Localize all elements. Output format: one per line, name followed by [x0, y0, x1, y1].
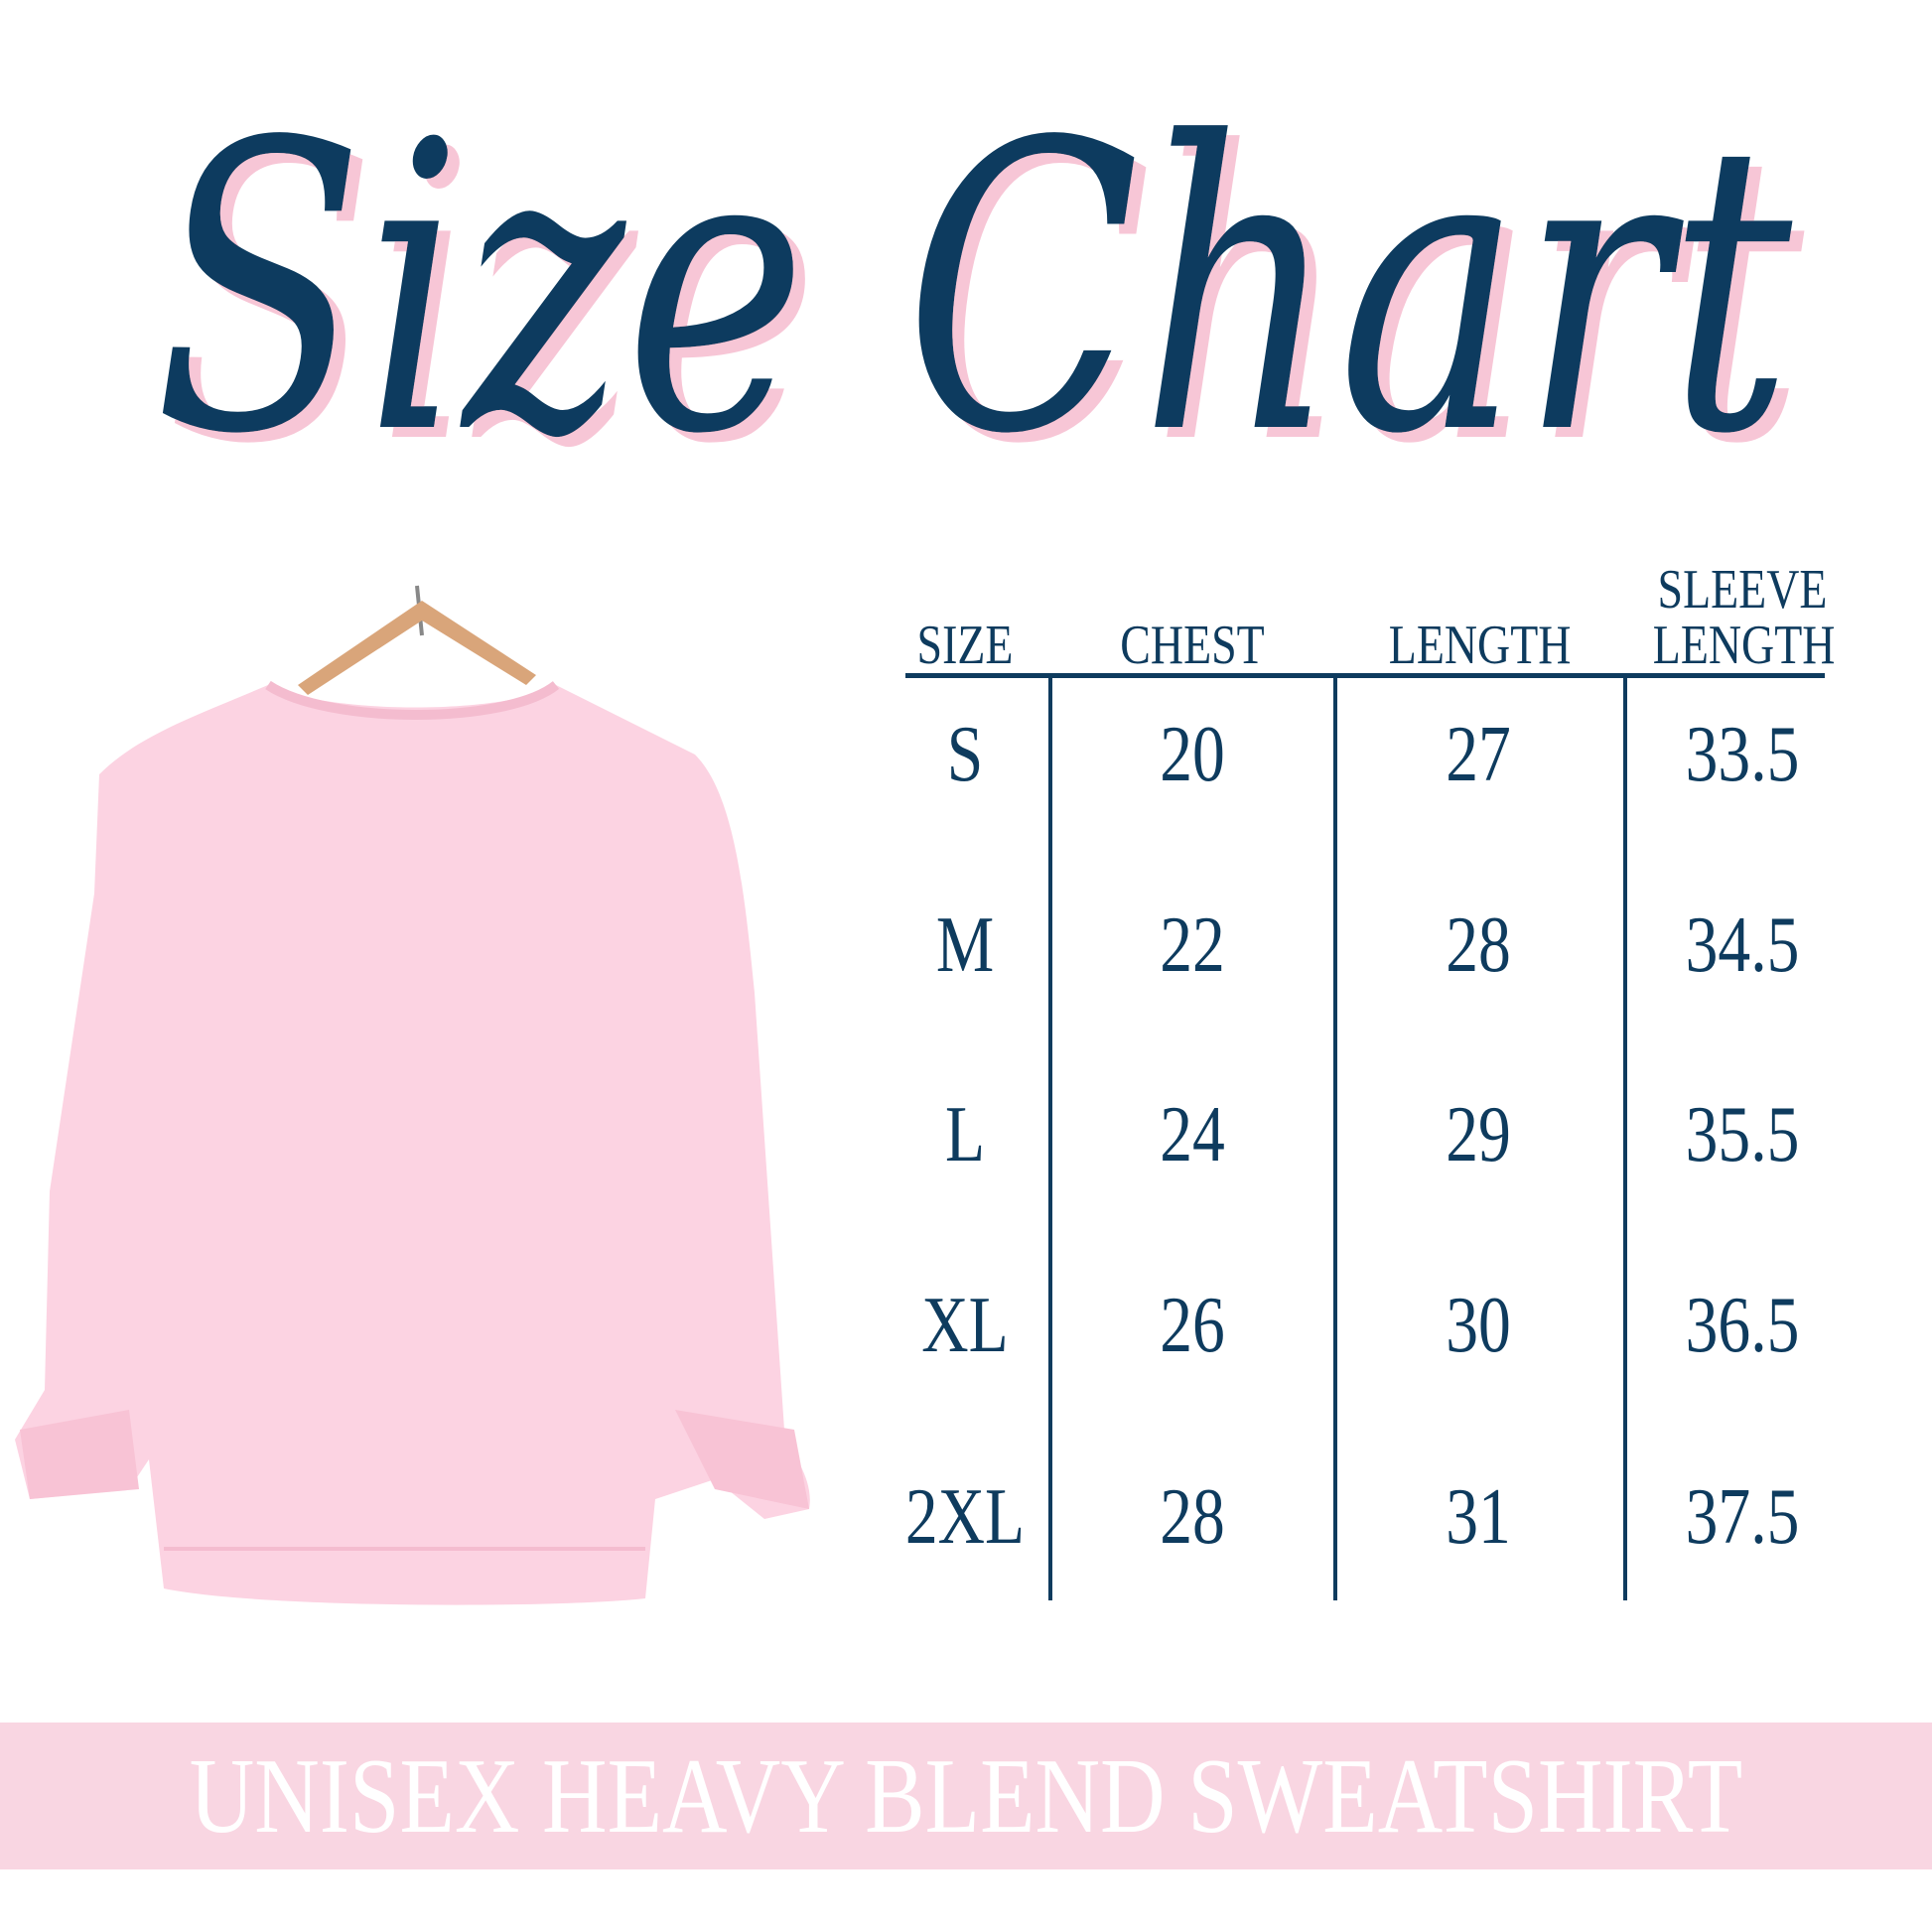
header-size: SIZE	[916, 615, 1014, 676]
sweatshirt-image	[15, 585, 810, 1605]
cell-size: S	[946, 711, 984, 798]
header-sleeve-line2: LENGTH	[1652, 615, 1836, 676]
cell-size: M	[935, 901, 995, 989]
column-divider	[1623, 675, 1627, 1600]
cell-chest: 28	[1160, 1473, 1225, 1561]
cell-length: 29	[1446, 1091, 1511, 1178]
cell-chest: 22	[1160, 901, 1225, 989]
header-divider	[905, 673, 1825, 678]
column-divider	[1333, 675, 1337, 1600]
page-title: Size Chart	[154, 60, 1793, 521]
header-sleeve-line1: SLEEVE	[1657, 559, 1828, 621]
cell-length: 31	[1446, 1473, 1511, 1561]
footer-banner: UNISEX HEAVY BLEND SWEATSHIRT	[0, 1723, 1932, 1869]
cell-length: 28	[1446, 901, 1511, 989]
cell-sleeve-length: 34.5	[1685, 901, 1800, 989]
cell-chest: 24	[1160, 1091, 1225, 1178]
cell-chest: 26	[1160, 1282, 1225, 1369]
cell-sleeve-length: 35.5	[1685, 1091, 1800, 1178]
cell-sleeve-length: 33.5	[1685, 711, 1800, 798]
title-text: Size Chart	[154, 60, 1793, 521]
column-divider	[1048, 675, 1052, 1600]
cell-sleeve-length: 37.5	[1685, 1473, 1800, 1561]
cell-length: 27	[1446, 711, 1511, 798]
header-chest: CHEST	[1120, 615, 1265, 676]
header-length: LENGTH	[1388, 615, 1572, 676]
cell-length: 30	[1446, 1282, 1511, 1369]
cell-size: L	[944, 1091, 986, 1178]
hanger-icon	[298, 601, 536, 695]
cell-sleeve-length: 36.5	[1685, 1282, 1800, 1369]
cell-size: XL	[921, 1282, 1009, 1369]
footer-text: UNISEX HEAVY BLEND SWEATSHIRT	[189, 1737, 1743, 1856]
cell-size: 2XL	[904, 1473, 1026, 1561]
cell-chest: 20	[1160, 711, 1225, 798]
